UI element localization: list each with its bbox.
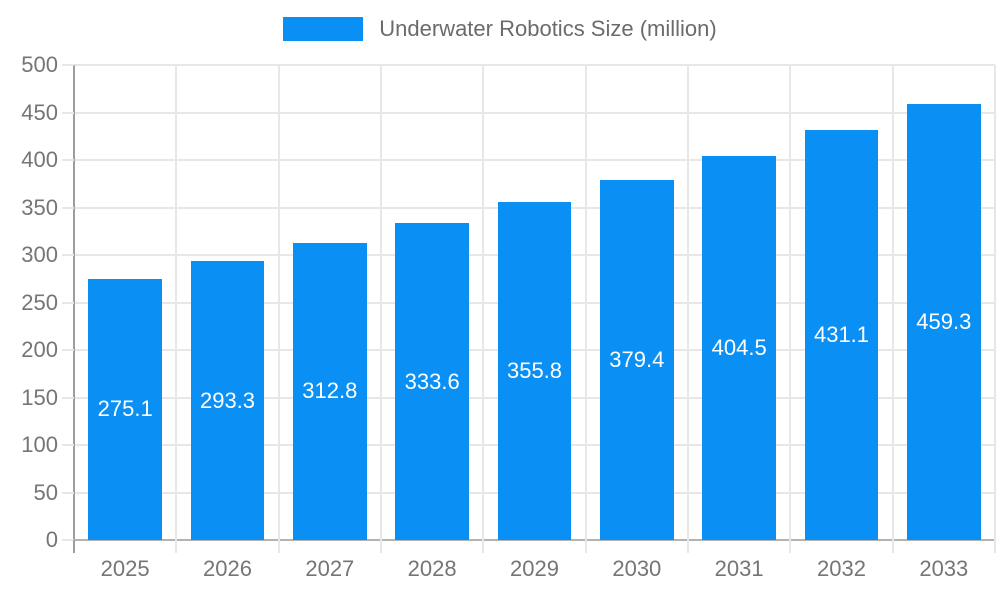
x-tick-label: 2032	[817, 556, 866, 581]
x-tick-mark	[482, 540, 485, 553]
v-gridline	[789, 65, 792, 540]
bar	[599, 179, 674, 540]
bar-value-label: 459.3	[916, 308, 972, 334]
y-tick-label: 500	[21, 52, 58, 77]
bar-value-label: 355.8	[506, 357, 563, 383]
bar-value-label: 431.1	[813, 322, 870, 348]
y-tick-mark	[62, 539, 74, 541]
v-gridline	[482, 65, 485, 540]
y-tick-label: 100	[21, 432, 58, 457]
v-gridline	[584, 65, 587, 540]
x-tick-label: 2033	[919, 556, 969, 581]
x-tick-mark	[73, 540, 75, 553]
x-tick-label: 2030	[612, 556, 662, 581]
v-gridline	[891, 65, 894, 540]
v-gridline	[380, 65, 382, 540]
v-gridline	[277, 65, 280, 540]
bar	[190, 261, 265, 540]
y-tick-mark	[62, 159, 74, 161]
y-tick-label: 50	[33, 479, 58, 505]
bar	[906, 103, 981, 540]
h-gridline	[74, 64, 995, 66]
bar-value-label: 275.1	[97, 396, 153, 422]
x-tick-label: 2025	[100, 556, 150, 581]
y-tick-mark	[62, 301, 74, 304]
y-tick-label: 400	[21, 147, 58, 172]
bar	[292, 242, 367, 540]
chart-legend[interactable]: Underwater Robotics Size (million)	[0, 16, 1000, 42]
y-tick-mark	[62, 254, 74, 256]
y-tick-label: 200	[21, 337, 58, 362]
y-tick-mark	[62, 491, 74, 494]
y-tick-label: 450	[21, 99, 58, 125]
legend-swatch-icon	[283, 17, 364, 41]
bar	[395, 223, 469, 540]
x-tick-label: 2031	[714, 556, 764, 581]
x-tick-mark	[789, 540, 792, 553]
v-gridline	[994, 65, 996, 540]
y-tick-label: 300	[21, 242, 58, 267]
y-tick-label: 250	[21, 289, 58, 315]
x-tick-mark	[380, 540, 382, 553]
y-tick-mark	[62, 64, 74, 66]
bar-value-label: 404.5	[711, 334, 767, 360]
x-tick-mark	[891, 540, 894, 553]
y-tick-mark	[62, 206, 74, 209]
x-tick-mark	[687, 540, 689, 553]
y-tick-label: 150	[21, 384, 58, 410]
v-gridline	[687, 65, 689, 540]
x-tick-mark	[584, 540, 587, 553]
bar-value-label: 293.3	[199, 387, 256, 413]
y-tick-label: 350	[21, 194, 58, 220]
y-tick-mark	[62, 444, 74, 446]
bar-value-label: 312.8	[302, 378, 358, 404]
y-tick-label: 0	[45, 527, 58, 552]
x-tick-label: 2028	[407, 556, 457, 581]
x-axis-line	[74, 539, 995, 541]
x-tick-mark	[175, 540, 178, 553]
bar-value-label: 333.6	[404, 368, 460, 394]
y-axis-line	[73, 65, 75, 540]
x-tick-label: 2029	[510, 556, 559, 581]
legend-label: Underwater Robotics Size (million)	[379, 16, 717, 41]
x-tick-label: 2026	[203, 556, 252, 581]
x-tick-label: 2027	[305, 556, 355, 581]
h-gridline	[74, 111, 995, 114]
plot-area: 275.1 293.3 312.8 333.6 355.8 379.4 404.5 431.1…	[73, 64, 996, 541]
v-gridline	[175, 65, 178, 540]
bar	[804, 130, 879, 540]
bar	[497, 202, 572, 540]
bar-value-label: 379.4	[609, 346, 665, 372]
y-tick-mark	[62, 349, 74, 351]
x-tick-mark	[994, 540, 996, 553]
h-gridline	[74, 159, 995, 161]
y-tick-mark	[62, 396, 74, 399]
bar	[702, 155, 776, 540]
y-tick-mark	[62, 111, 74, 114]
bar	[88, 278, 162, 540]
x-tick-mark	[277, 540, 280, 553]
